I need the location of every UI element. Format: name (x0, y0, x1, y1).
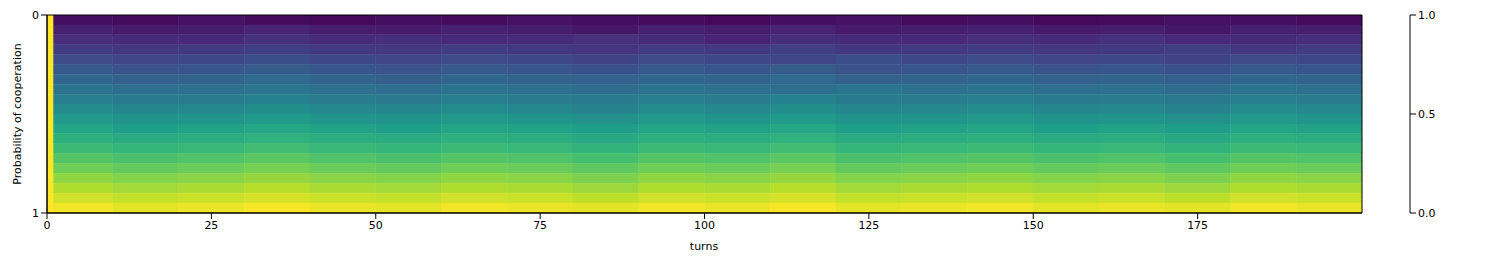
svg-text:150: 150 (1023, 219, 1044, 232)
svg-text:0.0: 0.0 (1418, 207, 1436, 220)
html-text:turns: turns (689, 239, 719, 253)
svg-text:0: 0 (32, 9, 39, 22)
svg-text:100: 100 (694, 219, 715, 232)
svg-text:50: 50 (369, 219, 383, 232)
svg-text:125: 125 (858, 219, 879, 232)
svg-text:75: 75 (533, 219, 547, 232)
svg-text:0: 0 (44, 219, 51, 232)
svg-text:25: 25 (204, 219, 218, 232)
svg-text:175: 175 (1187, 219, 1208, 232)
svg-text:1.0: 1.0 (1418, 9, 1436, 22)
html-text:Probability of cooperation: Probability of cooperation (10, 43, 24, 185)
svg-text:0.5: 0.5 (1418, 108, 1436, 121)
svg-text:1: 1 (32, 207, 39, 220)
